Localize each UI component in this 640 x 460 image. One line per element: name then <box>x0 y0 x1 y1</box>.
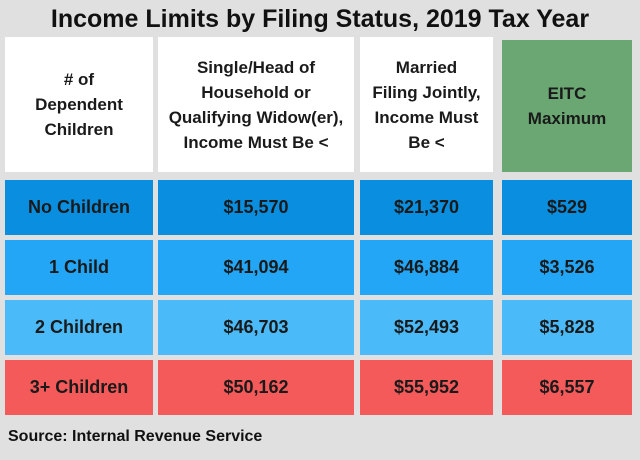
header-single-head-of-household: Single/Head of Household or Qualifying W… <box>158 37 354 172</box>
eitc-maximum-value: $6,557 <box>502 360 632 415</box>
row-label: No Children <box>5 180 153 235</box>
row-label: 3+ Children <box>5 360 153 415</box>
eitc-maximum-value: $529 <box>502 180 632 235</box>
row-label: 1 Child <box>5 240 153 295</box>
married-income-limit: $46,884 <box>360 240 493 295</box>
married-income-limit: $21,370 <box>360 180 493 235</box>
married-income-limit: $52,493 <box>360 300 493 355</box>
header-married-label: Married Filing Jointly, Income Must Be < <box>372 57 481 152</box>
single-income-limit: $50,162 <box>158 360 354 415</box>
header-married-filing-jointly: Married Filing Jointly, Income Must Be < <box>360 37 493 172</box>
header-eitc-label: EITC Maximum <box>527 84 607 128</box>
header-dependent-children-label: # of Dependent Children <box>35 70 123 139</box>
header-single-label: Single/Head of Household or Qualifying W… <box>168 57 344 152</box>
eitc-maximum-value: $3,526 <box>502 240 632 295</box>
header-dependent-children: # of Dependent Children <box>5 37 153 172</box>
eitc-maximum-value: $5,828 <box>502 300 632 355</box>
page-title: Income Limits by Filing Status, 2019 Tax… <box>50 5 590 33</box>
single-income-limit: $41,094 <box>158 240 354 295</box>
married-income-limit: $55,952 <box>360 360 493 415</box>
source-note: Source: Internal Revenue Service <box>8 428 263 445</box>
single-income-limit: $15,570 <box>158 180 354 235</box>
header-eitc-maximum: EITC Maximum <box>502 40 632 172</box>
single-income-limit: $46,703 <box>158 300 354 355</box>
row-label: 2 Children <box>5 300 153 355</box>
